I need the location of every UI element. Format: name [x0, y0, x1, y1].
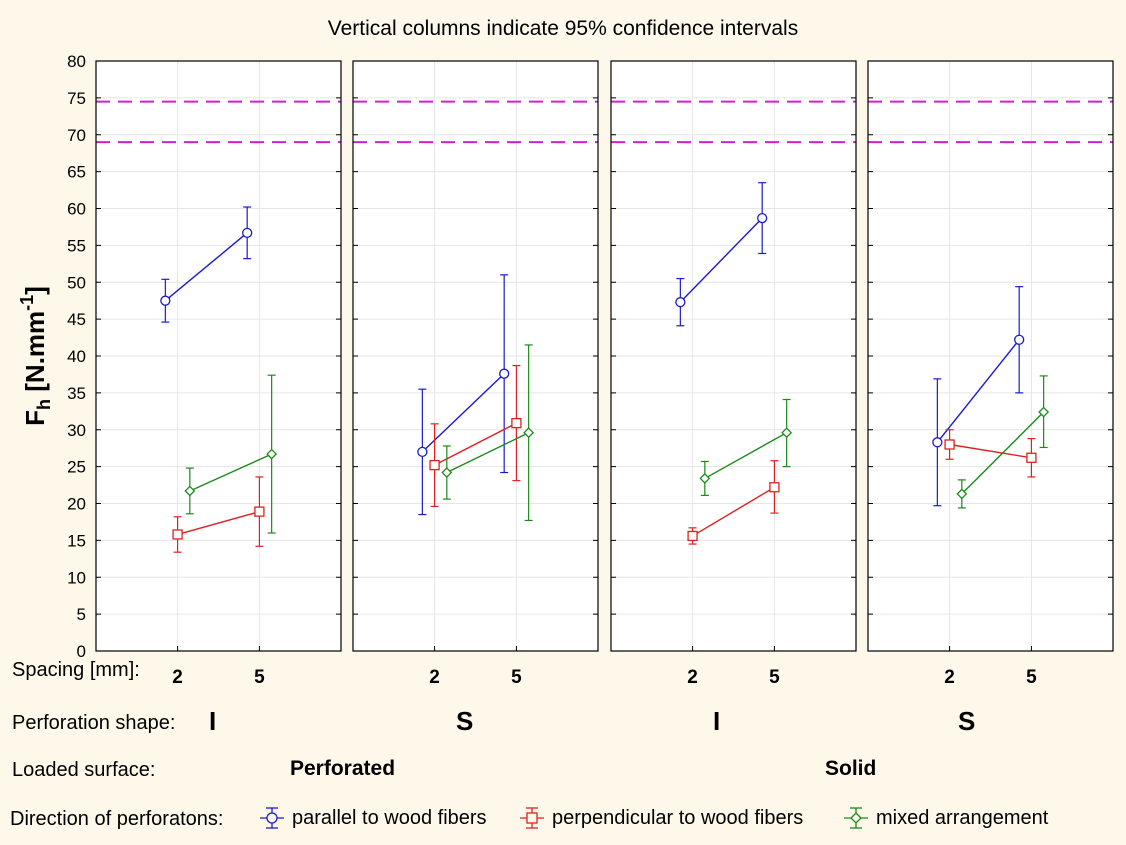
y-tick-label: 0 [77, 642, 86, 661]
legend-item-parallel: parallel to wood fibers [258, 806, 487, 830]
data-point [523, 427, 535, 439]
x-tick-label: 2 [944, 667, 955, 688]
y-tick-label: 10 [67, 568, 86, 587]
series-line [692, 486, 775, 537]
data-point [944, 439, 955, 450]
series-line [936, 339, 1020, 443]
data-point [160, 295, 171, 306]
x-tick-label: 2 [687, 667, 698, 688]
data-point [675, 297, 686, 308]
data-point [1026, 452, 1037, 463]
y-tick-label: 60 [67, 200, 86, 219]
x-tick-label: 5 [511, 667, 522, 688]
legend-marker-diamond-icon [844, 807, 868, 829]
data-point [242, 227, 253, 238]
x-tick-label: 5 [254, 667, 265, 688]
x-tick-label: 5 [1026, 667, 1037, 688]
legend-label-mixed: mixed arrangement [876, 806, 1049, 829]
legend-marker-circle-icon [260, 807, 284, 829]
y-tick-label: 75 [67, 89, 86, 108]
y-tick-label: 50 [67, 273, 86, 292]
series-line [961, 411, 1045, 495]
y-tick-label: 30 [67, 421, 86, 440]
y-tick-label: 35 [67, 384, 86, 403]
panel-1-frame [95, 60, 342, 652]
legend-label-parallel: parallel to wood fibers [292, 806, 487, 829]
data-point [254, 506, 265, 517]
series-line [679, 217, 763, 303]
y-axis-label: Fh [N.mm-1] [17, 286, 54, 426]
data-point [417, 446, 428, 458]
y-tick-label: 25 [67, 458, 86, 477]
series-line [949, 443, 1032, 459]
data-point [687, 530, 698, 542]
y-tick-label: 40 [67, 347, 86, 366]
perforation-shape-label: Perforation shape: [12, 712, 176, 734]
data-point [429, 459, 440, 471]
series-line [164, 232, 248, 302]
series-line [446, 432, 529, 474]
series-line [177, 510, 260, 536]
y-tick-label: 20 [67, 495, 86, 514]
series-line [704, 432, 787, 480]
direction-label: Direction of perforatons: [10, 808, 224, 830]
series-line [189, 453, 272, 492]
y-tick-label: 65 [67, 163, 86, 182]
y-tick-label: 80 [67, 52, 86, 71]
shape-value-1: I [209, 706, 217, 736]
data-point [266, 448, 278, 460]
data-point [781, 427, 793, 439]
data-point [172, 529, 183, 540]
panel-3-frame [610, 60, 857, 652]
surface-value-solid: Solid [825, 757, 877, 780]
data-point [769, 482, 780, 493]
shape-value-3: I [713, 706, 721, 736]
legend-item-perpendicular: perpendicular to wood fibers [518, 806, 803, 830]
spacing-label: Spacing [mm]: [12, 659, 140, 681]
x-tick-label: 5 [769, 667, 780, 688]
data-point [184, 485, 196, 497]
y-tick-label: 5 [77, 605, 86, 624]
y-tick-label: 55 [67, 236, 86, 255]
data-point [956, 488, 968, 500]
y-tick-label: 15 [67, 531, 86, 550]
y-tick-label: 70 [67, 126, 86, 145]
x-tick-label: 2 [172, 667, 183, 688]
legend-marker-square-icon [520, 807, 544, 829]
series-line [434, 422, 517, 466]
panel-2-frame [352, 60, 599, 652]
data-point [1038, 406, 1050, 418]
chart-title: Vertical columns indicate 95% confidence… [328, 17, 798, 40]
data-point [1014, 334, 1025, 345]
data-point [699, 473, 711, 484]
data-point [757, 212, 768, 224]
legend-label-perpendicular: perpendicular to wood fibers [552, 806, 804, 829]
data-point [499, 368, 510, 379]
data-point [511, 417, 522, 429]
loaded-surface-label: Loaded surface: [12, 759, 156, 781]
shape-value-2: S [456, 706, 474, 736]
y-tick-label: 45 [67, 310, 86, 329]
surface-value-perforated: Perforated [290, 757, 396, 780]
series-line [421, 373, 505, 453]
data-point [932, 437, 943, 448]
x-tick-label: 2 [429, 667, 440, 688]
shape-value-4: S [958, 706, 976, 736]
panel-4-frame [867, 60, 1114, 652]
data-point [441, 467, 453, 478]
legend-item-mixed: mixed arrangement [842, 806, 1048, 830]
